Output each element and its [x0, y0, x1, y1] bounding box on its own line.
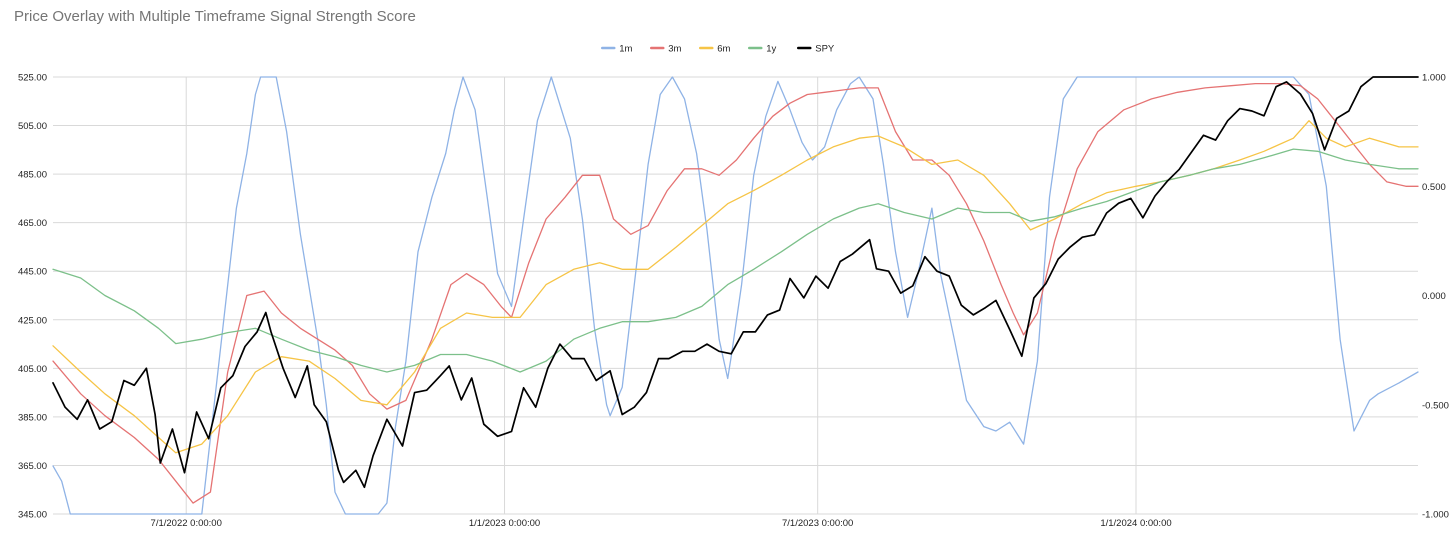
y-right-tick-label: -1.000 — [1422, 510, 1449, 521]
y-left-tick-label: 405.00 — [18, 364, 47, 375]
y-left-tick-label: 425.00 — [18, 315, 47, 326]
legend-label-3m: 3m — [668, 44, 681, 55]
x-tick-label: 1/1/2023 0:00:00 — [469, 518, 540, 529]
series-line-3m — [52, 82, 1419, 504]
legend-label-spy: SPY — [815, 44, 835, 55]
x-tick-label: 1/1/2024 0:00:00 — [1100, 518, 1171, 529]
y-left-tick-label: 485.00 — [18, 170, 47, 181]
y-right-tick-label: -0.500 — [1422, 400, 1449, 411]
chart-title: Price Overlay with Multiple Timeframe Si… — [14, 8, 416, 25]
y-left-tick-label: 525.00 — [18, 73, 47, 84]
legend-label-1m: 1m — [619, 44, 632, 55]
series-line-6m — [52, 120, 1419, 454]
y-left-tick-label: 465.00 — [18, 218, 47, 229]
y-right-tick-label: 1.000 — [1422, 73, 1446, 84]
y-left-tick-label: 365.00 — [18, 461, 47, 472]
y-left-tick-label: 505.00 — [18, 121, 47, 132]
legend-label-6m: 6m — [717, 44, 730, 55]
series-line-1y — [52, 148, 1419, 373]
y-left-tick-label: 345.00 — [18, 510, 47, 521]
series-line-1m — [52, 76, 1419, 515]
x-tick-label: 7/1/2023 0:00:00 — [782, 518, 853, 529]
series-line-spy — [52, 76, 1419, 489]
y-right-tick-label: 0.000 — [1422, 291, 1446, 302]
legend-label-1y: 1y — [766, 44, 776, 55]
x-tick-label: 7/1/2022 0:00:00 — [151, 518, 222, 529]
y-left-tick-label: 445.00 — [18, 267, 47, 278]
y-left-tick-label: 385.00 — [18, 412, 47, 423]
y-right-tick-label: 0.500 — [1422, 182, 1446, 193]
